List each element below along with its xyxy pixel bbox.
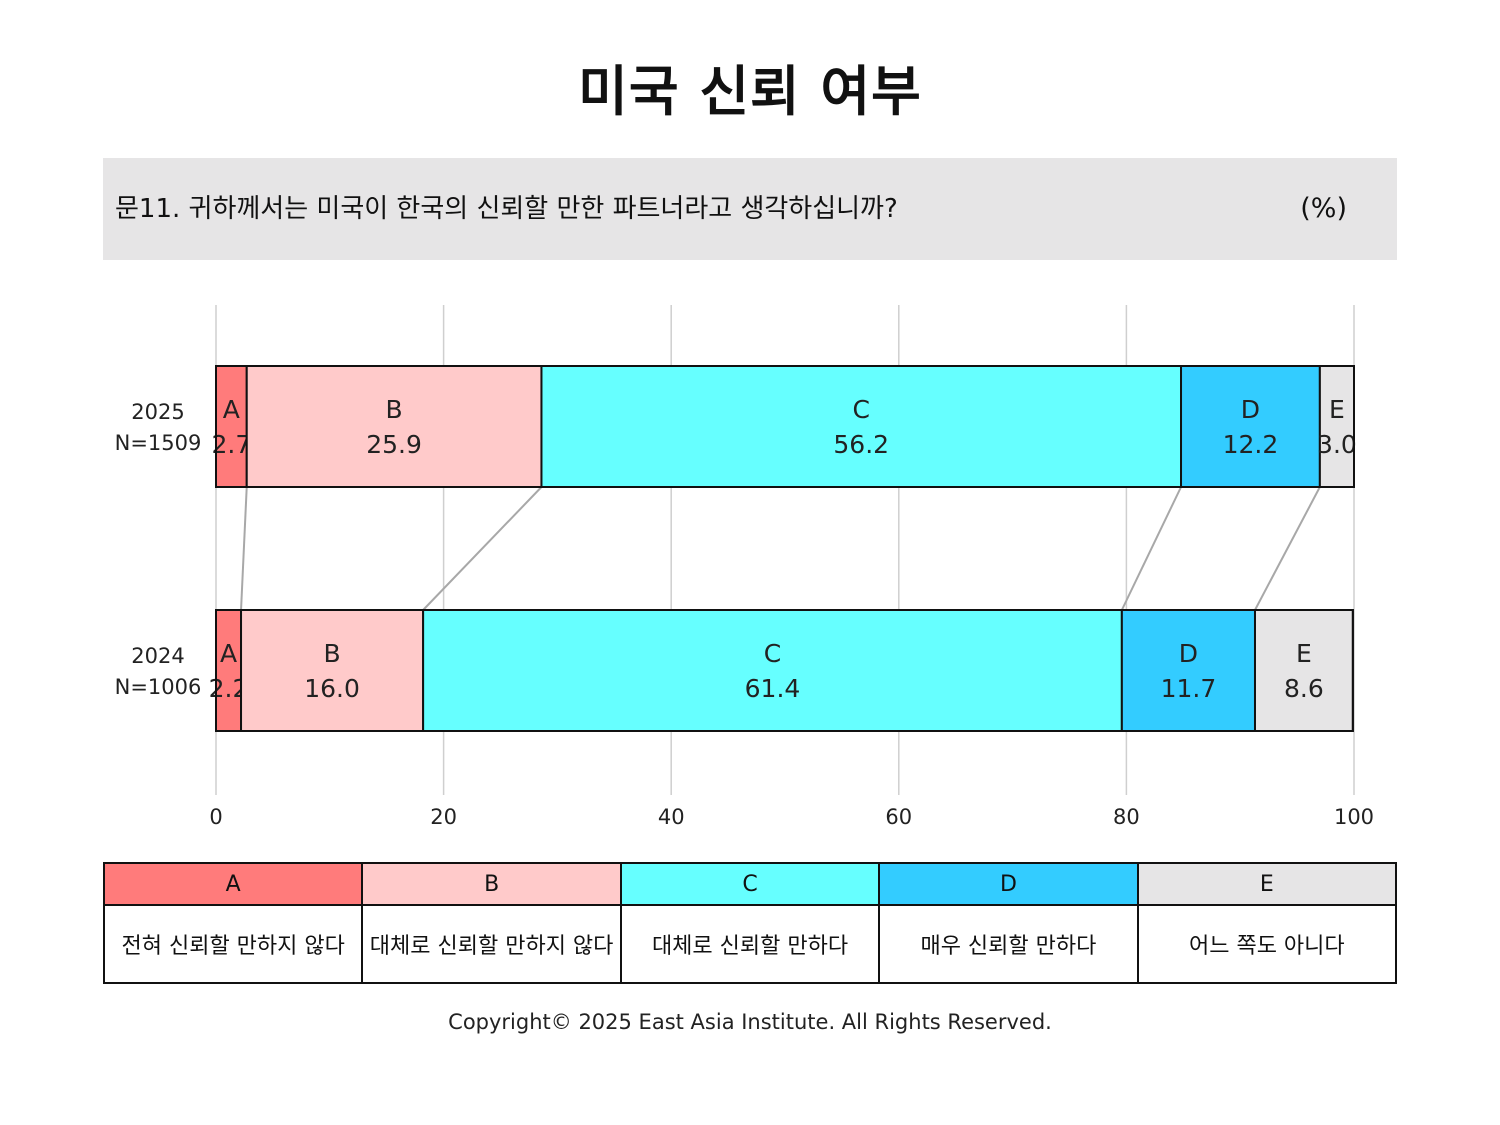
legend-label-c: 대체로 신뢰할 만하다: [651, 934, 849, 959]
connector-line: [1120, 486, 1182, 611]
segment-series-label: C: [853, 395, 870, 424]
segment-series-label: B: [323, 639, 340, 668]
unit-label: (%): [1300, 193, 1347, 224]
segment-series-label: C: [764, 639, 781, 668]
segment-data-label: 12.2: [1223, 430, 1279, 459]
x-tick-label: 80: [1113, 805, 1140, 829]
bar-segment-b: [240, 609, 425, 732]
segment-series-label: B: [386, 395, 403, 424]
segment-series-label: A: [223, 395, 240, 424]
legend-label-b: 대체로 신뢰할 만하지 않다: [369, 934, 614, 959]
legend-column-e: E 어느 쪽도 아니다: [1138, 864, 1396, 982]
bar-segment-b: [245, 365, 543, 488]
legend-column-a: A 전혀 신뢰할 만하지 않다: [105, 864, 364, 982]
category-year-label: 2025: [131, 400, 184, 424]
bar-segment-c: [422, 609, 1123, 732]
connector-line: [1254, 486, 1321, 611]
segment-data-label: 16.0: [304, 674, 360, 703]
question-text: 문11. 귀하께서는 미국이 한국의 신뢰할 만한 파트너라고 생각하십니까?: [115, 194, 898, 224]
segment-series-label: A: [220, 639, 237, 668]
stacked-bar-chart: 0 20 40 60 80 100 A 2.7 B 25.9 C 56.2 D 12.2 E 3.0 2025 N…: [115, 305, 1374, 829]
category-year-label: 2024: [131, 644, 184, 668]
legend-table: A 전혀 신뢰할 만하지 않다 B 대체로 신뢰할 만하지 않다 C 대체로 신…: [103, 862, 1397, 984]
segment-data-label: 11.7: [1161, 674, 1217, 703]
legend-column-d: D 매우 신뢰할 만하다: [880, 864, 1139, 982]
bar-segment-c: [540, 365, 1183, 488]
bar-segment-d: [1180, 365, 1321, 488]
category-sample-label: N=1509: [115, 431, 202, 455]
legend-label-e: 어느 쪽도 아니다: [1188, 934, 1345, 959]
chart-title: 미국 신뢰 여부: [578, 60, 922, 123]
bar-outline: [215, 365, 1355, 488]
x-tick-label: 60: [885, 805, 912, 829]
legend-key-b: B: [363, 864, 620, 906]
bar-segment-e: [1318, 365, 1355, 488]
x-tick-label: 100: [1334, 805, 1374, 829]
segment-series-label: D: [1241, 395, 1260, 424]
x-tick-label: 0: [209, 805, 222, 829]
legend-column-b: B 대체로 신뢰할 만하지 않다: [363, 864, 622, 982]
x-tick-label: 20: [430, 805, 457, 829]
legend-label-d: 매우 신뢰할 만하다: [920, 934, 1097, 959]
segment-data-label: 25.9: [366, 430, 422, 459]
bar-outline: [215, 609, 1354, 732]
copyright-text: Copyright© 2025 East Asia Institute. All…: [448, 1010, 1052, 1034]
segment-series-label: D: [1179, 639, 1198, 668]
segment-data-label: 3.0: [1317, 430, 1357, 459]
segment-series-label: E: [1296, 639, 1312, 668]
connector-line: [240, 486, 248, 611]
legend-key-e: E: [1138, 864, 1396, 906]
bar-segment-a: [215, 609, 243, 732]
legend-label-a: 전혀 신뢰할 만하지 않다: [121, 934, 345, 959]
connector-line: [422, 486, 543, 611]
segment-series-label: E: [1329, 395, 1345, 424]
question-box: 문11. 귀하께서는 미국이 한국의 신뢰할 만한 파트너라고 생각하십니까? …: [103, 158, 1397, 260]
legend-key-a: A: [105, 864, 362, 906]
x-tick-label: 40: [658, 805, 685, 829]
bar-segment-e: [1253, 609, 1354, 732]
legend-key-d: D: [880, 864, 1137, 906]
category-sample-label: N=1006: [115, 675, 202, 699]
bar-segment-a: [215, 365, 248, 488]
segment-data-label: 56.2: [833, 430, 889, 459]
legend-key-c: C: [621, 864, 879, 906]
bar-segment-d: [1120, 609, 1256, 732]
segment-data-label: 2.7: [211, 430, 251, 459]
segment-data-label: 61.4: [745, 674, 801, 703]
legend-column-c: C 대체로 신뢰할 만하다: [621, 864, 881, 982]
segment-data-label: 8.6: [1284, 674, 1324, 703]
